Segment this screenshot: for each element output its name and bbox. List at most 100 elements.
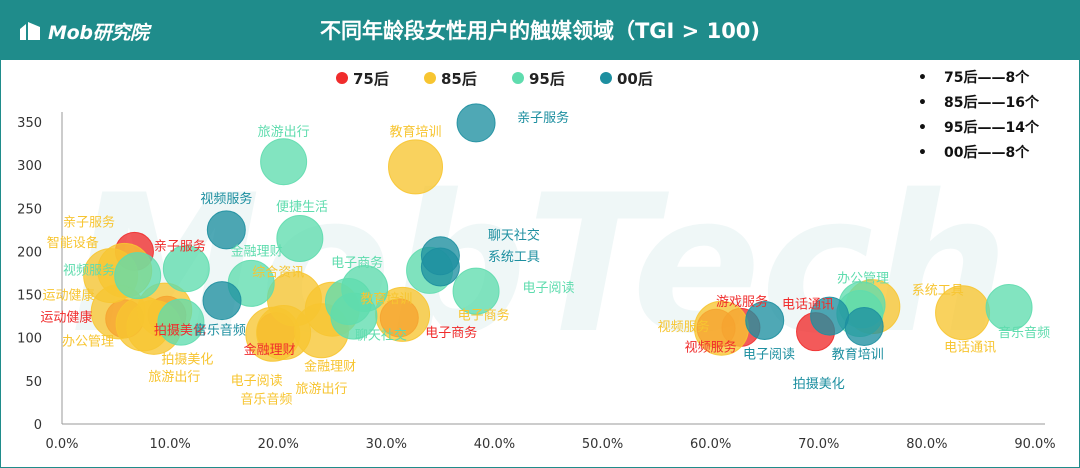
x-tick-label: 30.0% xyxy=(366,437,407,452)
point-label: 教育培训 xyxy=(390,124,442,140)
x-tick-label: 90.0% xyxy=(1014,437,1055,452)
point-label: 金融理财 xyxy=(304,359,356,375)
legend-label: 00后 xyxy=(617,70,653,88)
x-tick-label: 60.0% xyxy=(690,437,731,452)
point-label: 旅游出行 xyxy=(258,125,310,140)
point-label: 视频服务 xyxy=(685,340,737,356)
point-label: 教育培训 xyxy=(360,291,412,307)
point-label: 视频服务 xyxy=(658,319,710,335)
summary-item: • 95后——14个 xyxy=(918,116,1078,141)
point-label: 电子阅读 xyxy=(743,347,795,362)
point-label: 旅游出行 xyxy=(295,382,347,397)
x-tick-label: 70.0% xyxy=(798,437,839,452)
point-label: 亲子服务 xyxy=(517,110,569,126)
bubbles xyxy=(83,103,1033,362)
summary-bullet: • xyxy=(918,70,927,86)
bubble-00后 xyxy=(420,247,460,287)
point-label: 拍摄美化 xyxy=(161,353,213,368)
legend-marker xyxy=(512,72,524,84)
point-label: 视频服务 xyxy=(63,263,115,279)
summary-text: 00后——8个 xyxy=(944,145,1030,161)
point-label: 智能设备 xyxy=(47,235,99,251)
point-label: 音乐音频 xyxy=(998,325,1050,341)
point-label: 系统工具 xyxy=(488,250,540,265)
point-label: 音乐音频 xyxy=(240,391,292,407)
point-label: 电话通讯 xyxy=(944,341,996,356)
point-label: 综合资讯 xyxy=(252,265,304,280)
summary-text: 85后——16个 xyxy=(944,95,1039,111)
y-tick-label: 200 xyxy=(17,245,42,260)
point-label: 视频服务 xyxy=(200,191,252,207)
bubble-85后 xyxy=(388,139,444,195)
point-label: 电子阅读 xyxy=(231,374,283,389)
point-label: 运动健康 xyxy=(42,288,94,304)
logo: Mob研究院 xyxy=(18,16,149,46)
point-label: 亲子服务 xyxy=(154,239,206,255)
point-label: 便捷生活 xyxy=(276,200,328,215)
point-label: 拍摄美化 xyxy=(154,323,206,338)
chart-title: 不同年龄段女性用户的触媒领域（TGI > 100) xyxy=(319,19,761,43)
summary-item: • 85后——16个 xyxy=(918,91,1078,116)
point-label: 金融理财 xyxy=(231,244,283,260)
point-label: 电子阅读 xyxy=(522,281,574,296)
x-tick-label: 40.0% xyxy=(474,437,515,452)
point-label: 音乐音频 xyxy=(194,322,246,338)
point-label: 电话通讯 xyxy=(782,297,834,312)
bubble-95后 xyxy=(157,298,205,346)
point-label: 旅游出行 xyxy=(148,370,200,385)
point-label: 拍摄美化 xyxy=(793,377,845,392)
y-tick-label: 150 xyxy=(17,289,42,304)
legend-label: 95后 xyxy=(529,70,565,88)
point-label: 聊天社交 xyxy=(488,227,540,243)
x-tick-label: 50.0% xyxy=(582,437,623,452)
logo-building-icon xyxy=(20,22,40,40)
bubble-95后 xyxy=(276,214,324,262)
legend-marker xyxy=(600,72,612,84)
point-label: 办公管理 xyxy=(837,271,889,286)
x-tick-label: 0.0% xyxy=(45,437,78,452)
bubble-00后 xyxy=(202,281,242,321)
point-label: 办公管理 xyxy=(62,334,114,349)
header-bar: Mob研究院 不同年龄段女性用户的触媒领域（TGI > 100) xyxy=(0,0,1080,60)
bubble-00后 xyxy=(456,103,496,143)
summary-text: 75后——8个 xyxy=(944,70,1030,86)
y-tick-label: 50 xyxy=(25,375,42,390)
point-label: 电子商务 xyxy=(458,308,510,324)
y-tick-label: 250 xyxy=(17,202,42,217)
bubble-95后 xyxy=(985,284,1033,332)
y-tick-label: 300 xyxy=(17,159,42,174)
legend-marker xyxy=(336,72,348,84)
axes: 0.0% 10.0% 20.0% 30.0% 40.0% 50.0% 60.0% 70.0% 8… xyxy=(17,112,1056,452)
point-label: 游戏服务 xyxy=(716,294,768,310)
point-label: 教育培训 xyxy=(832,346,884,362)
bubble-00后 xyxy=(745,300,785,340)
bubble-00后 xyxy=(844,306,884,346)
bubble-95后 xyxy=(260,138,308,186)
y-tick-label: 100 xyxy=(17,332,42,347)
bubble-95后 xyxy=(114,252,162,300)
point-label: 电子商务 xyxy=(425,325,477,341)
point-label: 聊天社交 xyxy=(355,327,407,343)
x-tick-label: 10.0% xyxy=(149,437,190,452)
summary-text: 95后——14个 xyxy=(944,120,1039,136)
legend: 75后 85后 95后 00后 xyxy=(336,70,653,88)
summary-item: • 00后——8个 xyxy=(918,141,1078,166)
x-tick-label: 80.0% xyxy=(906,437,947,452)
bubble-95后 xyxy=(452,267,500,315)
bubble-95后 xyxy=(324,277,372,325)
summary-bullet: • xyxy=(918,120,927,136)
summary-list: • 75后——8个 • 85后——16个 • 95后——14个 • 00后——8… xyxy=(918,66,1078,166)
y-tick-label: 0 xyxy=(34,418,42,433)
point-label: 电子商务 xyxy=(331,255,383,271)
legend-marker xyxy=(424,72,436,84)
bubble-95后 xyxy=(162,245,210,293)
point-label: 系统工具 xyxy=(912,284,964,299)
point-label: 运动健康 xyxy=(40,309,92,325)
summary-bullet: • xyxy=(918,145,927,161)
legend-label: 85后 xyxy=(441,70,477,88)
legend-label: 75后 xyxy=(353,70,389,88)
summary-bullet: • xyxy=(918,95,927,111)
